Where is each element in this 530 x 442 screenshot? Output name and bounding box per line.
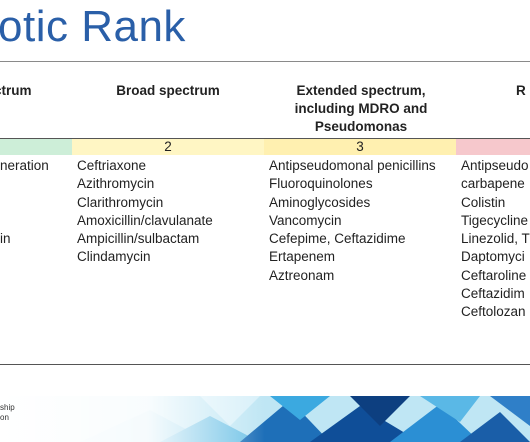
drug-item: Ceftaroline [461,267,527,283]
extended-spectrum-list: Antipseudomonal penicillins Fluoroquinol… [269,157,436,285]
header-narrow-spectrum: ctrum [0,83,32,98]
drug-item: in [0,231,11,247]
drug-item: Fluoroquinolones [269,176,373,192]
drug-item: Azithromycin [77,176,155,192]
reserve-spectrum-list: Antipseudo carbapene Colistin Tigecyclin… [461,157,530,322]
rank-1-cell [0,139,72,155]
drug-item: Vancomycin [269,212,342,228]
drug-item: Colistin [461,194,506,210]
drug-item: Daptomyci [461,249,525,265]
title-divider [0,61,530,62]
rank-3-cell: 3 [264,139,456,155]
header-divider [0,138,530,139]
header-reserve-spectrum: R [516,83,526,98]
slide-title: otic Rank [0,2,186,51]
drug-item: Ceftriaxone [77,158,147,173]
footer-banner: ship on [0,396,530,442]
footer-text-line: on [0,413,9,422]
drug-item: Antipseudomonal penicillins [269,158,436,173]
narrow-spectrum-list: neration in [0,157,49,248]
drug-item [0,212,49,230]
drug-item [0,175,49,193]
broad-spectrum-list: Ceftriaxone Azithromycin Clarithromycin … [77,157,213,267]
header-broad-spectrum: Broad spectrum [116,83,220,98]
drug-item: Clindamycin [77,249,151,265]
drug-item: Amoxicillin/clavulanate [77,212,213,228]
drug-item [0,194,49,212]
drug-item: Ceftazidim [461,286,525,302]
drug-item: Tigecycline [461,212,529,228]
header-extended-spectrum: Extended spectrum, including MDRO and Ps… [294,83,428,134]
drug-item: Ceftolozan [461,304,526,320]
drug-item: Aztreonam [269,267,335,283]
drug-item: Clarithromycin [77,194,164,210]
footer-text-line: ship [0,403,15,412]
drug-item: Linezolid, T [461,231,530,247]
table-bottom-rule [0,364,530,365]
drug-item: neration [0,158,49,173]
rank-2-cell: 2 [72,139,264,155]
drug-item: Ertapenem [269,249,336,265]
drug-item: Aminoglycosides [269,194,371,210]
drug-item: Antipseudo [461,158,529,173]
geometric-banner-graphic [0,396,530,442]
drug-item: Cefepime, Ceftazidime [269,231,406,247]
rank-4-cell [456,139,530,155]
drug-item: carbapene [461,176,525,192]
drug-item: Ampicillin/sulbactam [77,231,200,247]
